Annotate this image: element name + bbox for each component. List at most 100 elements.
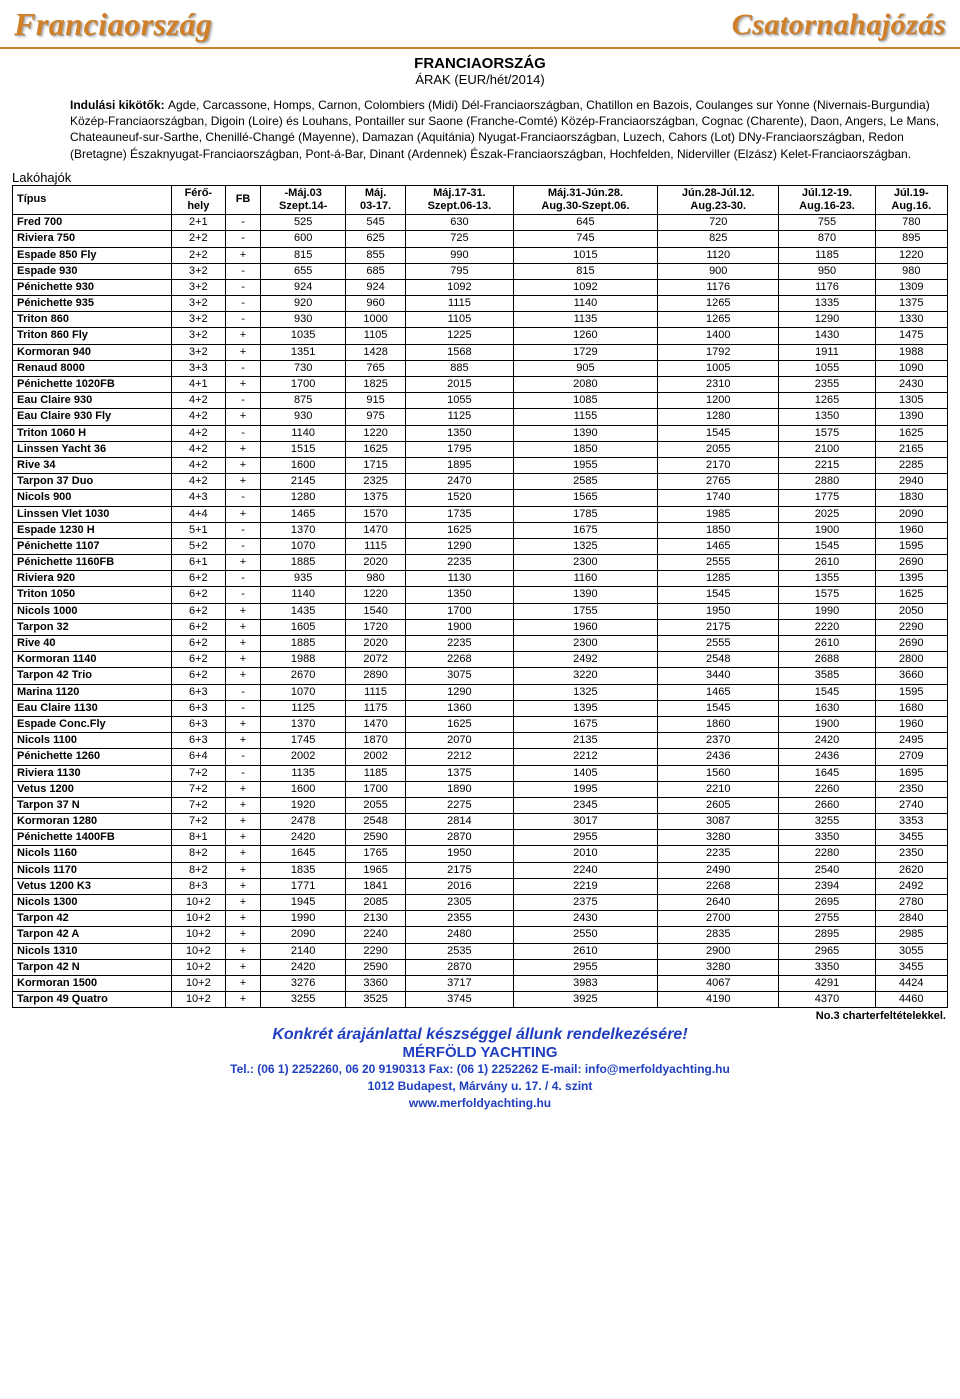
- cell: 1860: [658, 716, 779, 732]
- cell: 1220: [875, 247, 947, 263]
- cell: 1005: [658, 360, 779, 376]
- cell: 2002: [346, 749, 406, 765]
- cell: 2670: [261, 668, 346, 684]
- cell: 2085: [346, 895, 406, 911]
- cell: 3+2: [171, 296, 225, 312]
- cell: 4+2: [171, 457, 225, 473]
- row-name: Kormoran 1280: [13, 814, 172, 830]
- row-name: Riviera 1130: [13, 765, 172, 781]
- row-name: Riviera 750: [13, 231, 172, 247]
- table-row: Tarpon 37 N7+2+1920205522752345260526602…: [13, 797, 948, 813]
- cell: 1355: [779, 571, 875, 587]
- cell: 1265: [658, 296, 779, 312]
- cell: 1630: [779, 700, 875, 716]
- row-name: Nicols 1310: [13, 943, 172, 959]
- table-row: Pénichette 12606+4-200220022212221224362…: [13, 749, 948, 765]
- cell: 4+1: [171, 377, 225, 393]
- cell: 1680: [875, 700, 947, 716]
- row-name: Tarpon 42 N: [13, 959, 172, 975]
- cell: 2072: [346, 652, 406, 668]
- cell: 1350: [405, 587, 513, 603]
- cell: -: [225, 360, 260, 376]
- cell: 780: [875, 215, 947, 231]
- cell: 795: [405, 263, 513, 279]
- cell: 6+4: [171, 749, 225, 765]
- col-header: Júl.19-Aug.16.: [875, 185, 947, 214]
- cell: -: [225, 749, 260, 765]
- cell: 2300: [513, 636, 657, 652]
- cell: 1600: [261, 457, 346, 473]
- cell: 1070: [261, 684, 346, 700]
- row-name: Nicols 1000: [13, 603, 172, 619]
- row-name: Pénichette 935: [13, 296, 172, 312]
- cell: 2170: [658, 457, 779, 473]
- cell: 655: [261, 263, 346, 279]
- cell: 2535: [405, 943, 513, 959]
- cell: +: [225, 668, 260, 684]
- cell: 525: [261, 215, 346, 231]
- cell: 1115: [405, 296, 513, 312]
- cell: -: [225, 538, 260, 554]
- banner-left-title: Franciaország: [14, 6, 213, 43]
- row-name: Kormoran 1500: [13, 975, 172, 991]
- cell: 2240: [346, 927, 406, 943]
- cell: 2814: [405, 814, 513, 830]
- col-header: FB: [225, 185, 260, 214]
- cell: 1070: [261, 538, 346, 554]
- cell: +: [225, 927, 260, 943]
- cell: 2010: [513, 846, 657, 862]
- cell: 1430: [779, 328, 875, 344]
- cell: 4+2: [171, 425, 225, 441]
- cell: 1115: [346, 684, 406, 700]
- cell: 2610: [779, 555, 875, 571]
- cell: 2055: [346, 797, 406, 813]
- cell: 2165: [875, 441, 947, 457]
- cell: 2215: [779, 457, 875, 473]
- cell: 7+2: [171, 797, 225, 813]
- cell: 1092: [405, 279, 513, 295]
- cell: 3440: [658, 668, 779, 684]
- table-row: Nicols 131010+2+214022902535261029002965…: [13, 943, 948, 959]
- cell: 950: [779, 263, 875, 279]
- cell: 4424: [875, 975, 947, 991]
- row-name: Vetus 1200 K3: [13, 878, 172, 894]
- cell: 6+2: [171, 636, 225, 652]
- col-header: Férő-hely: [171, 185, 225, 214]
- cell: 6+2: [171, 587, 225, 603]
- cell: 1595: [875, 684, 947, 700]
- intro-label: Indulási kikötők:: [70, 98, 168, 112]
- row-name: Pénichette 1107: [13, 538, 172, 554]
- cell: 4+2: [171, 409, 225, 425]
- cell: 2080: [513, 377, 657, 393]
- cell: 4+3: [171, 490, 225, 506]
- cell: 1176: [658, 279, 779, 295]
- cell: 1955: [513, 457, 657, 473]
- cell: 1470: [346, 522, 406, 538]
- cell: +: [225, 716, 260, 732]
- cell: 1895: [405, 457, 513, 473]
- cell: 1395: [875, 571, 947, 587]
- cell: 2605: [658, 797, 779, 813]
- cell: 1715: [346, 457, 406, 473]
- cell: 1125: [405, 409, 513, 425]
- cell: 2268: [405, 652, 513, 668]
- table-row: Espade 850 Fly2+2+8158559901015112011851…: [13, 247, 948, 263]
- cell: 1765: [346, 846, 406, 862]
- row-name: Triton 860 Fly: [13, 328, 172, 344]
- cell: 5+1: [171, 522, 225, 538]
- cell: 1570: [346, 506, 406, 522]
- cell: 900: [658, 263, 779, 279]
- cell: 1175: [346, 700, 406, 716]
- cell: 2540: [779, 862, 875, 878]
- cell: 2219: [513, 878, 657, 894]
- row-name: Linssen Yacht 36: [13, 441, 172, 457]
- cell: 1351: [261, 344, 346, 360]
- cell: 3255: [261, 992, 346, 1008]
- cell: 2480: [405, 927, 513, 943]
- cell: 2495: [875, 733, 947, 749]
- table-row: Tarpon 42 N10+2+242025902870295532803350…: [13, 959, 948, 975]
- cell: -: [225, 263, 260, 279]
- cell: 2690: [875, 636, 947, 652]
- row-name: Tarpon 42 Trio: [13, 668, 172, 684]
- cell: 1160: [513, 571, 657, 587]
